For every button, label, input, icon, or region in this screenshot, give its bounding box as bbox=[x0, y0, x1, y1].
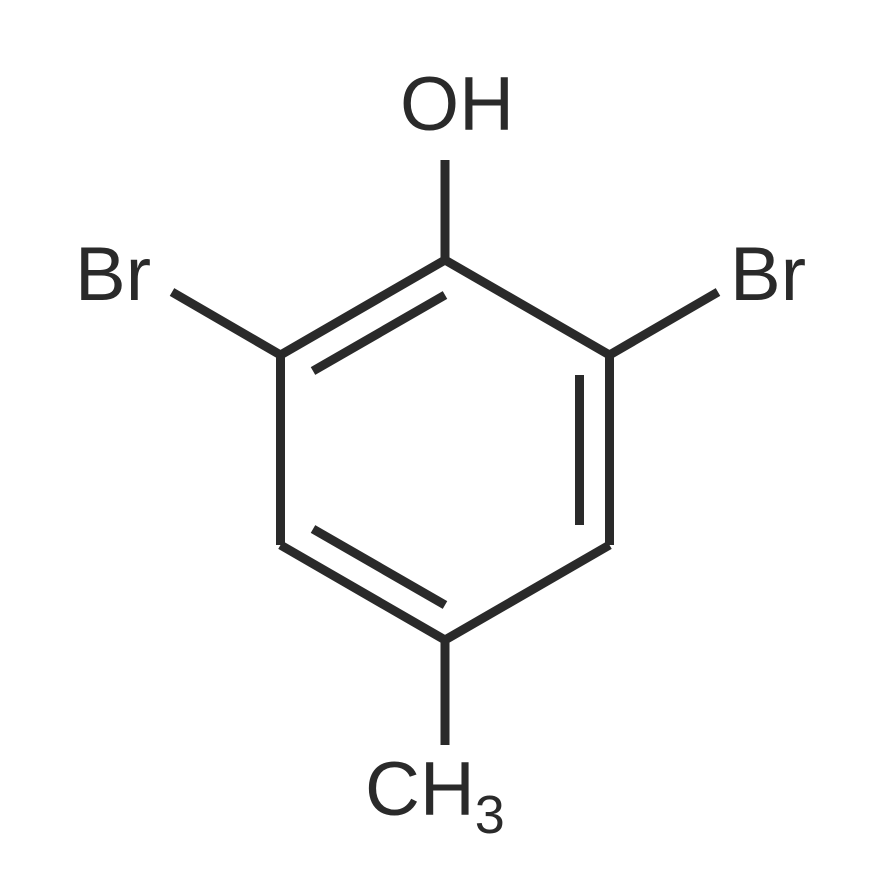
bond-c3-c4 bbox=[445, 545, 610, 640]
label-br-left: Br bbox=[75, 232, 151, 317]
molecule-diagram: OH Br Br CH3 bbox=[0, 0, 890, 890]
bond-c6-c1-inner bbox=[313, 295, 445, 371]
bond-c2-br bbox=[610, 292, 719, 355]
label-ch3-sub: 3 bbox=[475, 785, 505, 845]
label-ch3-ch: CH bbox=[365, 747, 475, 832]
bond-c4-c5-inner bbox=[313, 529, 445, 605]
label-br-right: Br bbox=[730, 232, 806, 317]
bond-c6-br bbox=[172, 292, 281, 355]
bond-c1-c2 bbox=[445, 260, 610, 355]
label-ch3: CH3 bbox=[365, 747, 505, 845]
label-oh: OH bbox=[400, 62, 514, 147]
